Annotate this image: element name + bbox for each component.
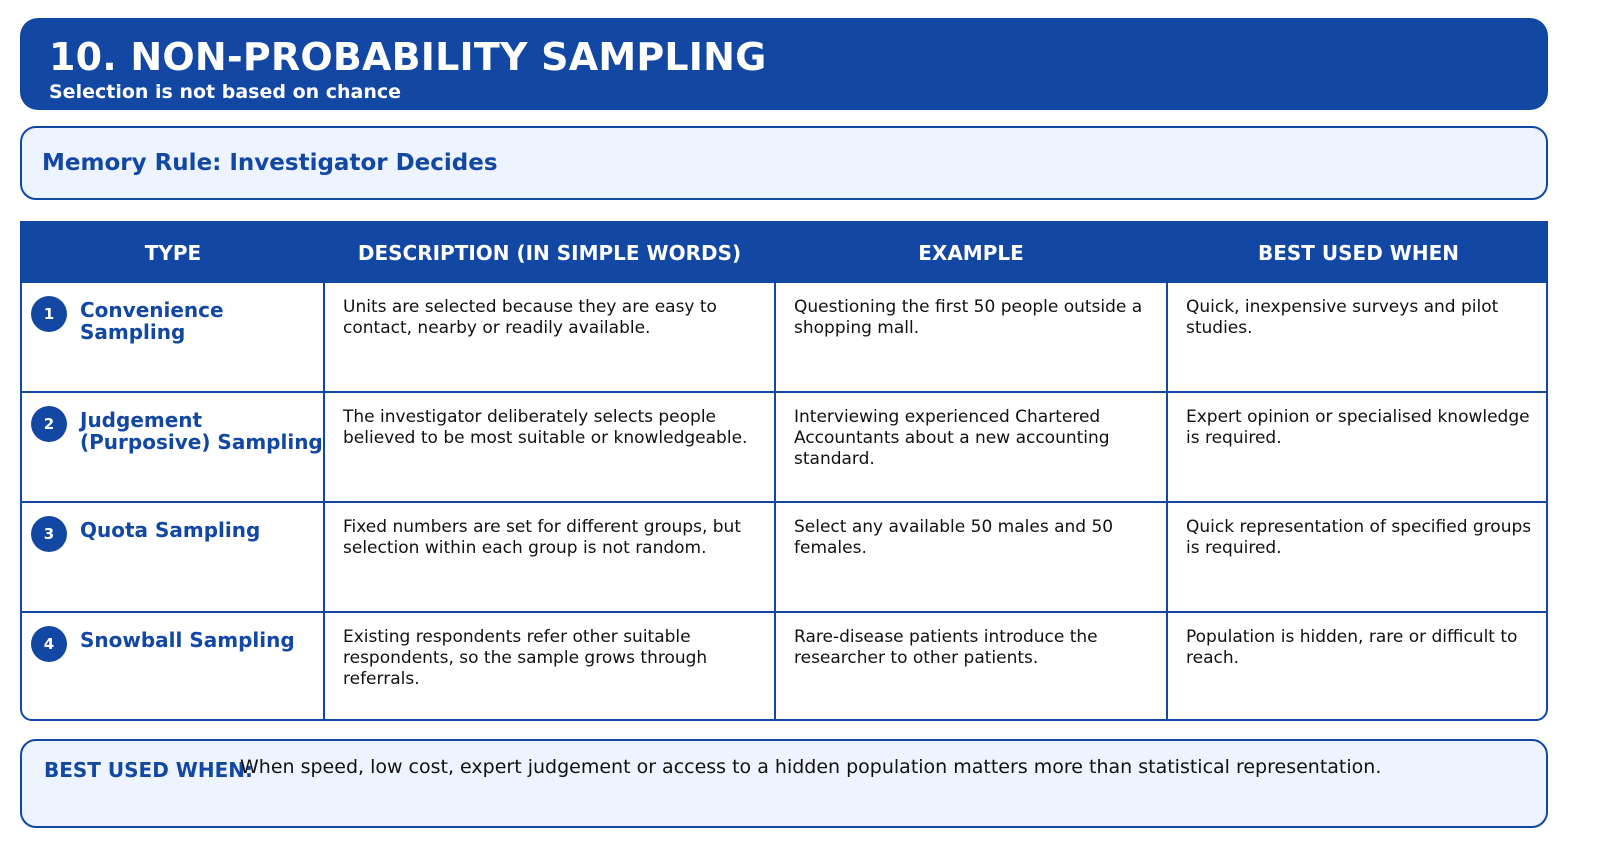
best-used-text: Quick representation of specified groups… [1186, 517, 1532, 558]
best-used-text: Population is hidden, rare or difficult … [1186, 627, 1518, 668]
example-cell: Rare-disease patients introduce the rese… [775, 611, 1168, 719]
header-description: DESCRIPTION (IN SIMPLE WORDS) [324, 223, 775, 283]
header-type: TYPE [22, 223, 324, 283]
number-badge: 4 [31, 626, 67, 662]
header-example: EXAMPLE [775, 223, 1167, 283]
table-row-snowball: 4 Snowball Sampling Existing respondents… [22, 611, 1546, 719]
table-row-quota: 3 Quota Sampling Fixed numbers are set f… [22, 501, 1546, 612]
number-badge: 1 [31, 296, 67, 332]
type-cell: 2 Judgement (Purposive) Sampling [22, 391, 325, 502]
type-cell: 4 Snowball Sampling [22, 611, 325, 719]
number-badge: 2 [31, 406, 67, 442]
table-header-row: TYPE DESCRIPTION (IN SIMPLE WORDS) EXAMP… [22, 223, 1546, 283]
description-text: Fixed numbers are set for different grou… [343, 517, 741, 558]
sampling-types-table: TYPE DESCRIPTION (IN SIMPLE WORDS) EXAMP… [22, 223, 1546, 719]
page-subtitle: Selection is not based on chance [49, 81, 402, 103]
best-used-cell: Expert opinion or specialised knowledge … [1167, 391, 1546, 502]
example-text: Rare-disease patients introduce the rese… [794, 627, 1098, 668]
best-used-cell: Quick, inexpensive surveys and pilot stu… [1167, 283, 1546, 392]
number-badge: 3 [31, 516, 67, 552]
example-text: Select any available 50 males and 50 fem… [794, 517, 1114, 558]
sampling-type-name: Quota Sampling [80, 518, 261, 542]
best-used-text: Expert opinion or specialised knowledge … [1186, 407, 1530, 448]
best-used-cell: Quick representation of specified groups… [1167, 501, 1546, 612]
type-cell: 3 Quota Sampling [22, 501, 325, 612]
type-cell: 1 Convenience Sampling [22, 283, 325, 392]
sampling-type-name: Convenience Sampling [80, 298, 224, 344]
description-text: Existing respondents refer other suitabl… [343, 627, 708, 689]
sampling-type-name: Snowball Sampling [80, 628, 295, 652]
example-text: Questioning the first 50 people outside … [794, 297, 1143, 338]
table-row-convenience: 1 Convenience Sampling Units are selecte… [22, 283, 1546, 392]
example-cell: Interviewing experienced Chartered Accou… [775, 391, 1168, 502]
example-cell: Select any available 50 males and 50 fem… [775, 501, 1168, 612]
example-text: Interviewing experienced Chartered Accou… [794, 407, 1110, 469]
description-cell: Units are selected because they are easy… [324, 283, 776, 392]
best-used-cell: Population is hidden, rare or difficult … [1167, 611, 1546, 719]
best-used-summary-text: When speed, low cost, expert judgement o… [240, 756, 1382, 778]
table-row-judgement: 2 Judgement (Purposive) Sampling The inv… [22, 391, 1546, 502]
best-used-text: Quick, inexpensive surveys and pilot stu… [1186, 297, 1499, 338]
description-cell: Existing respondents refer other suitabl… [324, 611, 776, 719]
sampling-type-name: Judgement (Purposive) Sampling [80, 408, 323, 454]
description-cell: Fixed numbers are set for different grou… [324, 501, 776, 612]
header-best-used-when: BEST USED WHEN [1167, 223, 1546, 283]
description-cell: The investigator deliberately selects pe… [324, 391, 776, 502]
memory-rule-box: Memory Rule: Investigator Decides [20, 126, 1548, 200]
description-text: The investigator deliberately selects pe… [343, 407, 748, 448]
page-title: 10. NON-PROBABILITY SAMPLING [49, 35, 767, 79]
example-cell: Questioning the first 50 people outside … [775, 283, 1168, 392]
memory-rule-text: Memory Rule: Investigator Decides [42, 150, 498, 176]
title-banner: 10. NON-PROBABILITY SAMPLING Selection i… [20, 18, 1548, 110]
best-used-summary-box: BEST USED WHEN: When speed, low cost, ex… [20, 739, 1548, 828]
sampling-table-container: TYPE DESCRIPTION (IN SIMPLE WORDS) EXAMP… [20, 221, 1548, 721]
best-used-summary-label: BEST USED WHEN: [44, 758, 253, 782]
description-text: Units are selected because they are easy… [343, 297, 717, 338]
